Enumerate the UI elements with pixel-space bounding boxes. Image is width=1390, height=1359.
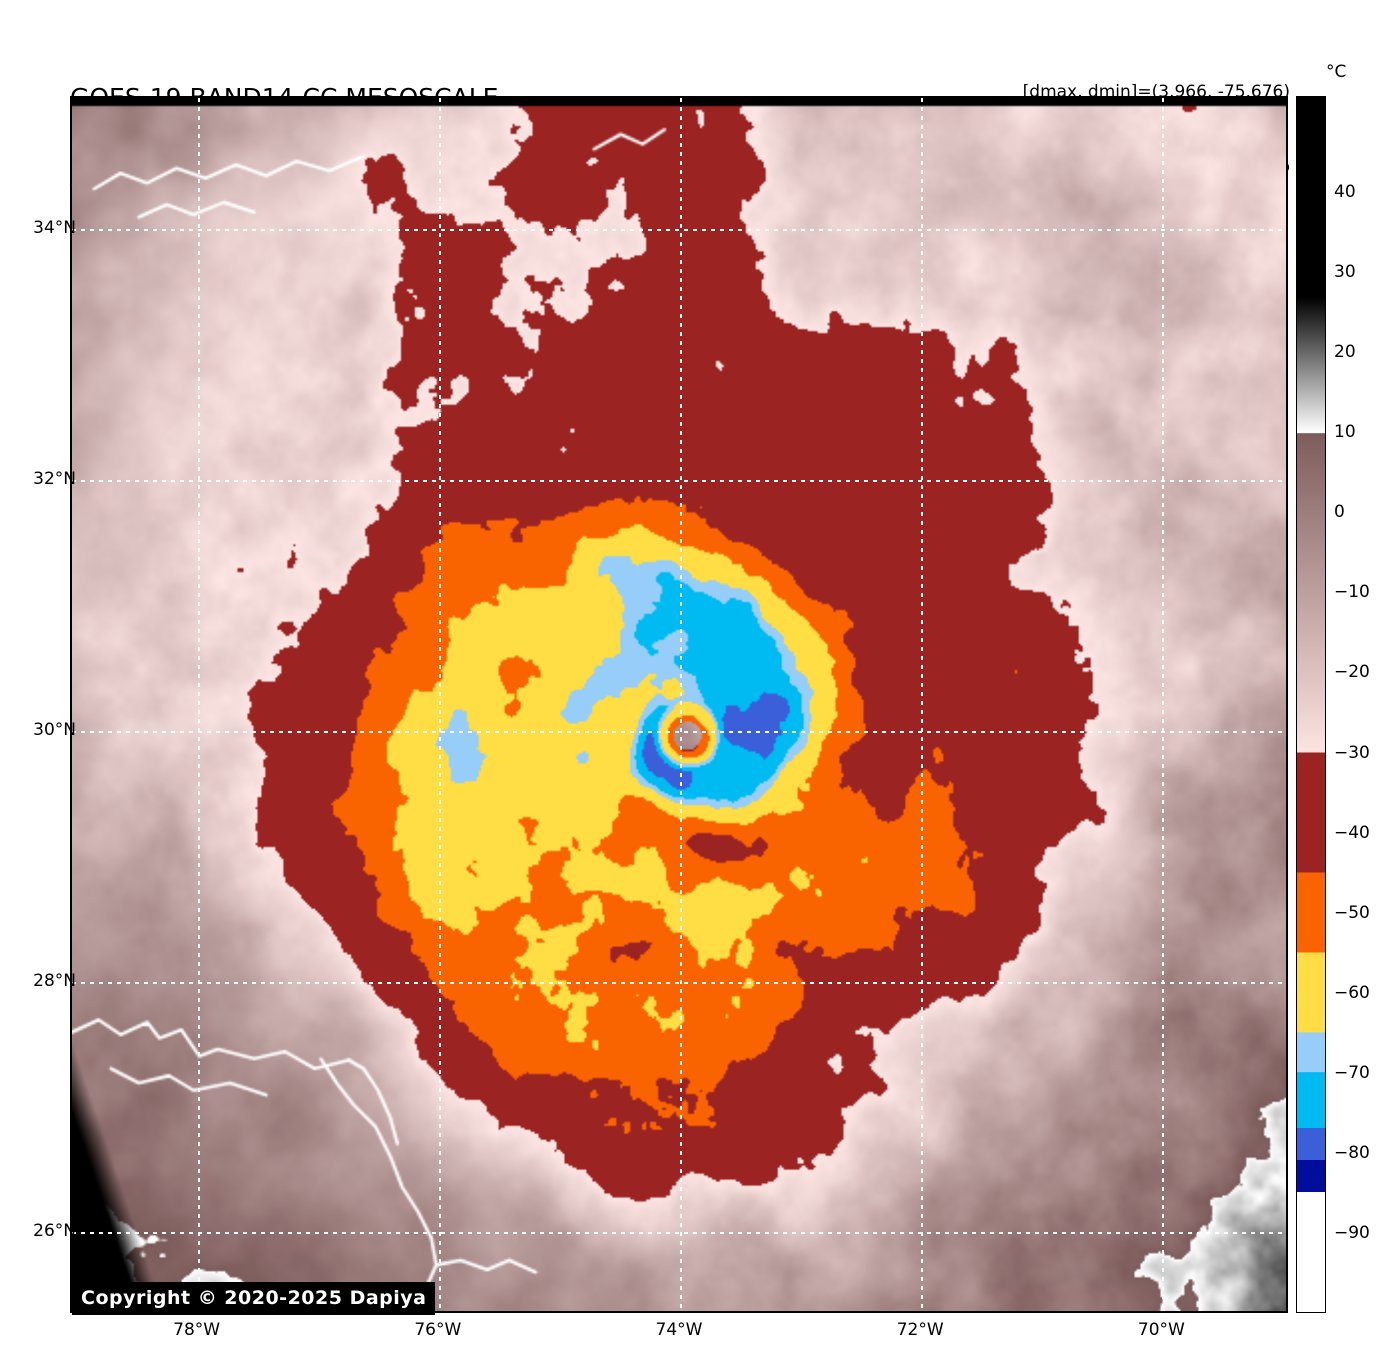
colorbar-tick-label: −20 <box>1334 662 1370 683</box>
colorbar-tick-label: −40 <box>1334 822 1370 843</box>
lat-tick-label: 34°N <box>33 217 76 238</box>
colorbar-tick-label: −30 <box>1334 742 1370 763</box>
colorbar-tick-label: −10 <box>1334 582 1370 603</box>
colorbar-tick-label: 30 <box>1334 262 1356 283</box>
lat-tick-label: 30°N <box>33 719 76 740</box>
colorbar-tick-label: 20 <box>1334 342 1356 363</box>
colorbar-tick-label: −70 <box>1334 1062 1370 1083</box>
satellite-image-plot <box>70 96 1288 1313</box>
colorbar-unit-label: °C <box>1326 62 1347 82</box>
lat-tick-label: 28°N <box>33 970 76 991</box>
lon-tick-label: 78°W <box>173 1320 221 1340</box>
colorbar-tick-label: −60 <box>1334 982 1370 1003</box>
copyright-banner: Copyright © 2020-2025 Dapiya <box>72 1282 436 1315</box>
colorbar-tick-label: −90 <box>1334 1222 1370 1243</box>
lat-tick-label: 32°N <box>33 468 76 489</box>
lat-tick-label: 26°N <box>33 1221 76 1242</box>
colorbar-tick-label: −80 <box>1334 1142 1370 1163</box>
satellite-imagery-canvas <box>72 98 1286 1311</box>
lon-tick-label: 74°W <box>655 1320 703 1340</box>
lon-tick-label: 70°W <box>1137 1320 1185 1340</box>
colorbar-tick-label: 0 <box>1334 502 1345 523</box>
colorbar-tick-label: 40 <box>1334 182 1356 203</box>
lon-tick-label: 76°W <box>414 1320 462 1340</box>
colorbar-tick-label: −50 <box>1334 902 1370 923</box>
lon-tick-label: 72°W <box>896 1320 944 1340</box>
colorbar-tick-label: 10 <box>1334 422 1356 443</box>
colorbar <box>1296 96 1326 1313</box>
colorbar-gradient <box>1297 97 1325 1312</box>
